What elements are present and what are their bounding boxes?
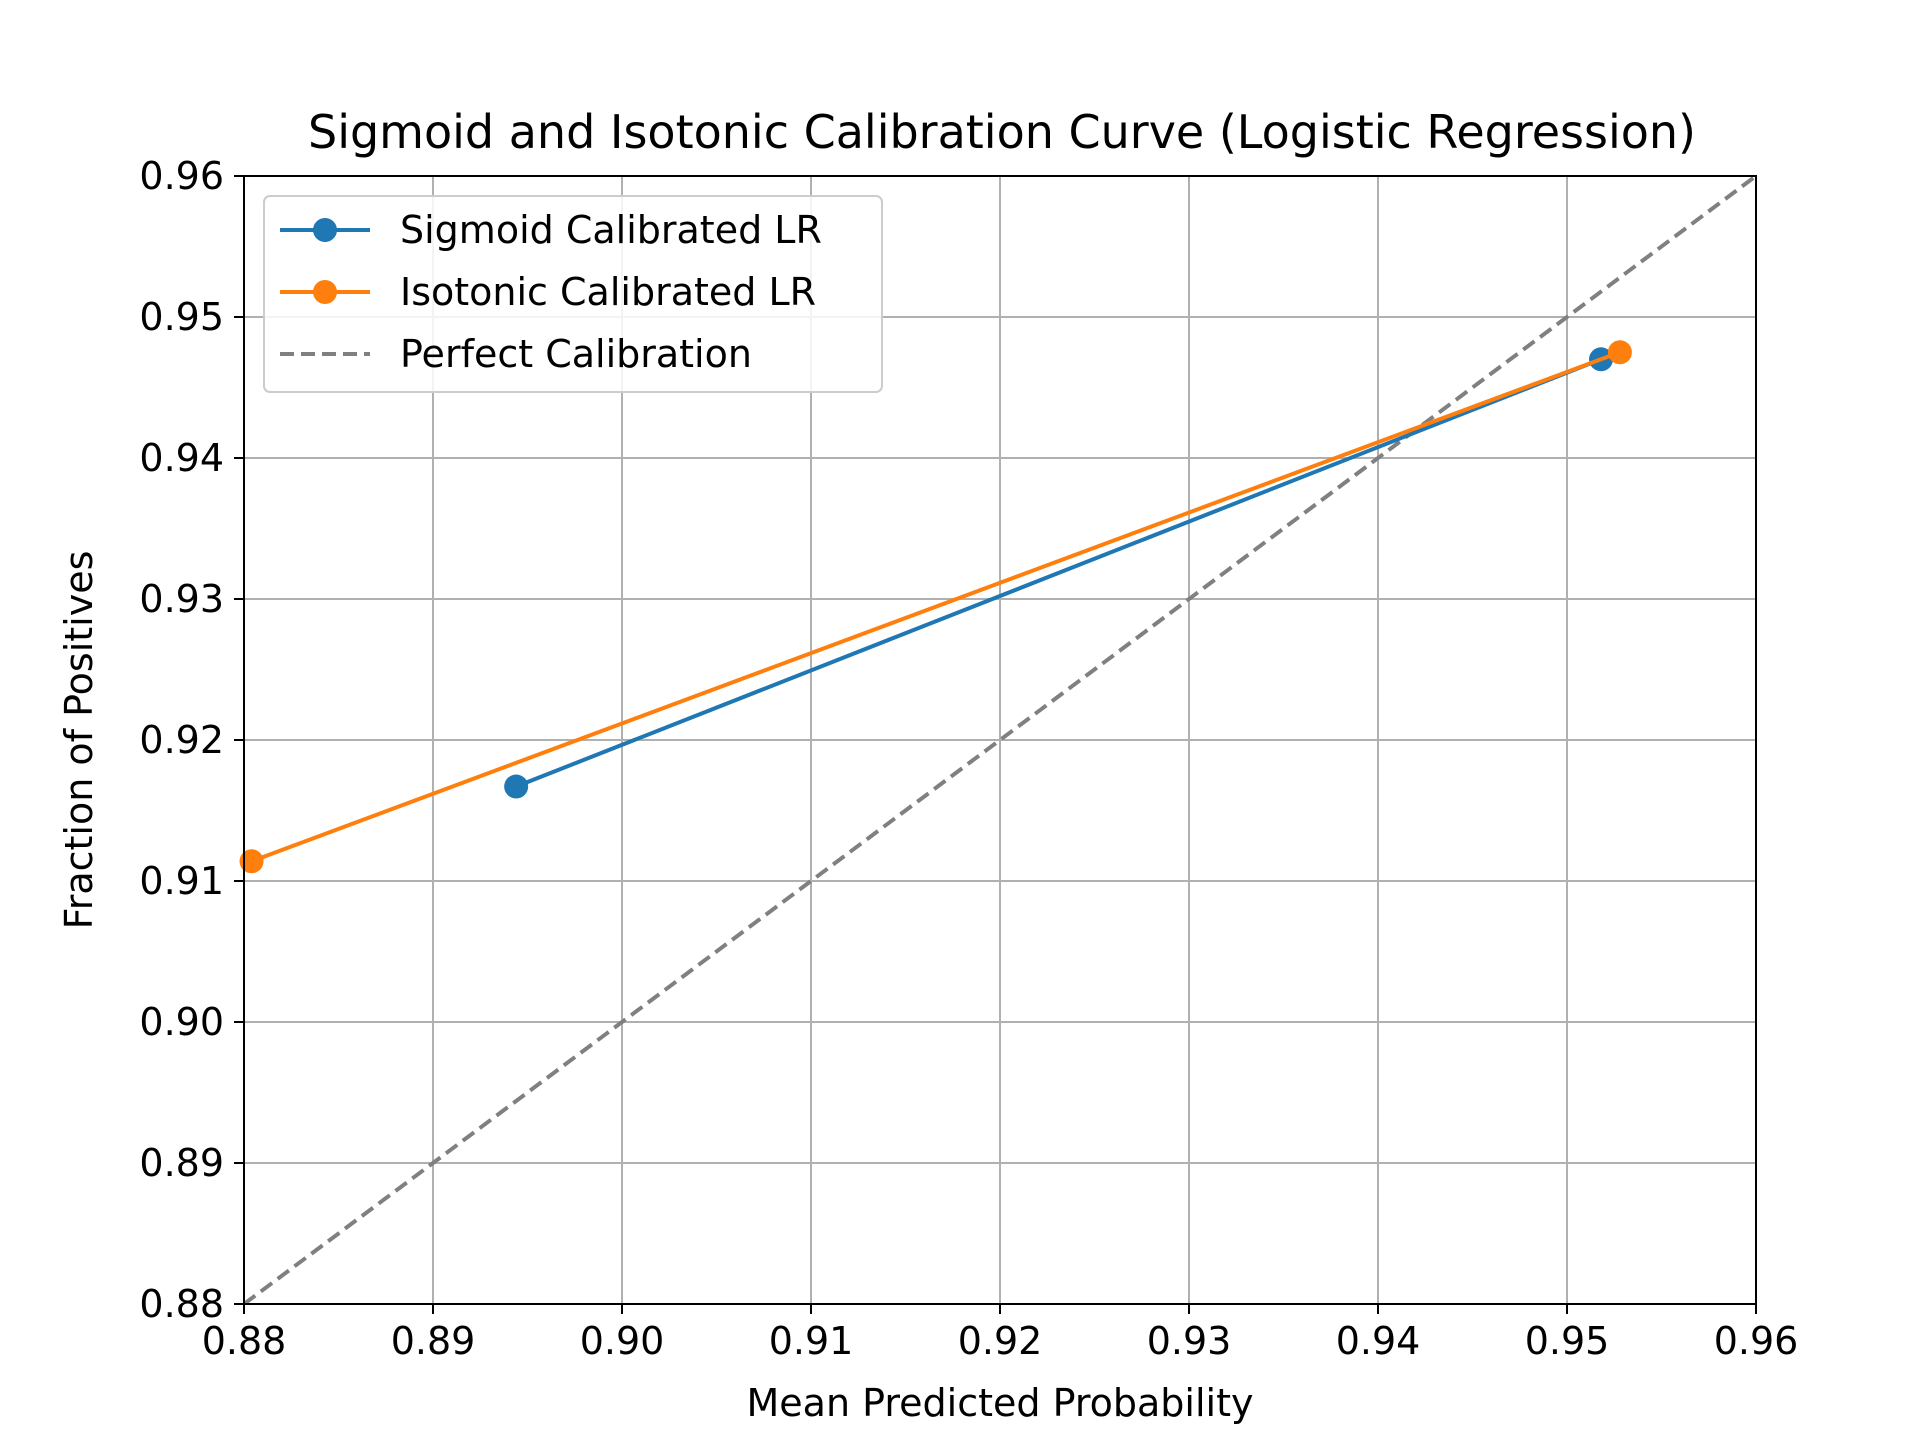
data-point xyxy=(504,774,529,799)
legend-item: Isotonic Calibrated LR xyxy=(280,270,816,314)
series-line-isotonic-calibrated-lr xyxy=(250,350,1621,864)
x-tick-label: 0.92 xyxy=(958,1319,1043,1363)
legend-marker xyxy=(313,218,337,242)
legend-label: Sigmoid Calibrated LR xyxy=(400,208,822,252)
legend-box xyxy=(263,195,883,393)
x-tick-label: 0.95 xyxy=(1525,1319,1610,1363)
y-tick-label: 0.89 xyxy=(139,1141,224,1185)
chart-title: Sigmoid and Isotonic Calibration Curve (… xyxy=(308,105,1696,159)
series-layer xyxy=(239,176,1756,1304)
x-tick-label: 0.88 xyxy=(202,1319,287,1363)
y-tick-label: 0.88 xyxy=(139,1282,224,1326)
x-tick-label: 0.91 xyxy=(769,1319,854,1363)
y-tick-label: 0.96 xyxy=(139,154,224,198)
x-axis-label: Mean Predicted Probability xyxy=(747,1381,1254,1425)
data-point xyxy=(1607,340,1632,365)
y-tick-label: 0.91 xyxy=(139,859,224,903)
y-tick-label: 0.90 xyxy=(139,1000,224,1044)
y-tick-label: 0.92 xyxy=(139,718,224,762)
legend-label: Perfect Calibration xyxy=(400,332,752,376)
x-tick-label: 0.90 xyxy=(580,1319,665,1363)
y-tick-label: 0.94 xyxy=(139,436,224,480)
series-sigmoid-calibrated-lr xyxy=(504,347,1614,799)
x-tick-label: 0.94 xyxy=(1336,1319,1421,1363)
legend-label: Isotonic Calibrated LR xyxy=(400,270,816,314)
legend-item: Sigmoid Calibrated LR xyxy=(280,208,822,252)
data-point xyxy=(239,849,264,874)
x-tick-label: 0.96 xyxy=(1714,1319,1799,1363)
x-tick-label: 0.93 xyxy=(1147,1319,1232,1363)
y-tick-label: 0.95 xyxy=(139,295,224,339)
y-axis-label: Fraction of Positives xyxy=(57,551,101,930)
ticks: 0.88 0.89 0.90 0.91 0.92 0.93 0.94 0.95 0.96 0.88… xyxy=(139,154,1798,1363)
series-isotonic-calibrated-lr xyxy=(239,340,1632,874)
legend-marker xyxy=(313,280,337,304)
legend-item: Perfect Calibration xyxy=(280,332,752,376)
legend: Sigmoid Calibrated LR Isotonic Calibrated… xyxy=(263,195,883,393)
x-tick-label: 0.89 xyxy=(391,1319,476,1363)
series-line-sigmoid-calibrated-lr xyxy=(515,357,1602,789)
y-tick-label: 0.93 xyxy=(139,577,224,621)
